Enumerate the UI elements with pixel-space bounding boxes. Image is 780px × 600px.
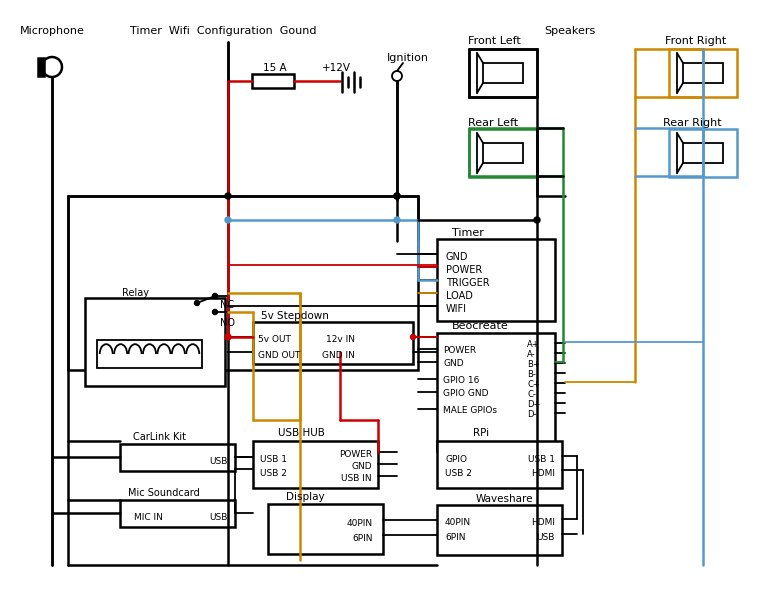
- Bar: [469, 129, 537, 177]
- Text: HDMI: HDMI: [531, 469, 555, 478]
- Text: Display: Display: [286, 492, 324, 502]
- Text: +12V: +12V: [322, 63, 351, 73]
- Bar: [253, 322, 413, 364]
- Text: A+: A+: [527, 340, 540, 349]
- Circle shape: [225, 334, 231, 340]
- Bar: [68, 196, 418, 370]
- Text: 6PIN: 6PIN: [445, 533, 466, 542]
- Text: 5v Stepdown: 5v Stepdown: [261, 311, 329, 321]
- Bar: [437, 441, 562, 488]
- Text: GND: GND: [446, 252, 469, 262]
- Text: POWER: POWER: [339, 450, 372, 459]
- Bar: [85, 298, 225, 386]
- Text: Waveshare: Waveshare: [476, 494, 534, 504]
- Text: 40PIN: 40PIN: [347, 519, 373, 528]
- Circle shape: [225, 217, 231, 223]
- Text: B+: B+: [527, 360, 540, 369]
- Text: MIC IN: MIC IN: [134, 513, 163, 522]
- Text: USB: USB: [537, 533, 555, 542]
- Text: B-: B-: [527, 370, 536, 379]
- Text: GPIO 16: GPIO 16: [443, 376, 480, 385]
- Bar: [268, 504, 383, 554]
- Text: HDMI: HDMI: [531, 518, 555, 527]
- Text: USB 2: USB 2: [260, 469, 287, 478]
- Text: 5v OUT: 5v OUT: [258, 335, 291, 344]
- Text: NO: NO: [220, 318, 235, 328]
- Bar: [253, 441, 378, 488]
- Text: GND: GND: [351, 462, 372, 471]
- Text: Ignition: Ignition: [387, 53, 429, 63]
- Text: WIFI: WIFI: [446, 304, 467, 314]
- Bar: [120, 500, 235, 527]
- Text: 12v IN: 12v IN: [326, 335, 355, 344]
- Circle shape: [394, 193, 400, 199]
- Text: USB HUB: USB HUB: [278, 428, 325, 438]
- Text: GND OUT: GND OUT: [258, 351, 300, 360]
- Text: USB: USB: [210, 513, 228, 522]
- Bar: [669, 129, 737, 177]
- Text: Front Left: Front Left: [468, 36, 521, 46]
- Text: TRIGGER: TRIGGER: [446, 278, 490, 288]
- Text: Relay: Relay: [122, 288, 149, 298]
- Bar: [683, 63, 723, 83]
- Text: Timer  Wifi  Configuration  Gound: Timer Wifi Configuration Gound: [130, 26, 317, 36]
- Text: NC: NC: [220, 300, 234, 310]
- Text: RPi: RPi: [473, 428, 489, 438]
- Bar: [252, 74, 294, 88]
- Text: Beocreate: Beocreate: [452, 321, 509, 331]
- Text: GPIO: GPIO: [445, 455, 467, 464]
- Bar: [469, 49, 537, 97]
- Bar: [483, 143, 523, 163]
- Text: C-: C-: [527, 390, 536, 399]
- Circle shape: [394, 193, 400, 199]
- Text: Rear Right: Rear Right: [663, 118, 722, 128]
- Bar: [38, 58, 44, 76]
- Circle shape: [534, 217, 540, 223]
- Text: CarLink Kit: CarLink Kit: [133, 432, 186, 442]
- Text: GPIO GND: GPIO GND: [443, 389, 488, 398]
- Text: Mic Soundcard: Mic Soundcard: [128, 488, 200, 498]
- Text: D-: D-: [527, 410, 537, 419]
- Circle shape: [394, 217, 400, 223]
- Circle shape: [212, 310, 218, 314]
- Text: 6PIN: 6PIN: [353, 534, 373, 543]
- Text: A-: A-: [527, 350, 536, 359]
- Bar: [483, 63, 523, 83]
- Circle shape: [225, 193, 231, 199]
- Text: USB 1: USB 1: [260, 455, 287, 464]
- Bar: [437, 239, 555, 321]
- Bar: [120, 444, 235, 471]
- Bar: [437, 505, 562, 555]
- Circle shape: [212, 293, 218, 298]
- Text: Front Right: Front Right: [665, 36, 726, 46]
- Text: POWER: POWER: [443, 346, 476, 355]
- Text: USB: USB: [210, 457, 228, 466]
- Text: GND IN: GND IN: [322, 351, 355, 360]
- Bar: [97, 340, 202, 368]
- Text: C+: C+: [527, 380, 540, 389]
- Bar: [437, 333, 555, 451]
- Text: Microphone: Microphone: [20, 26, 85, 36]
- Text: POWER: POWER: [446, 265, 482, 275]
- Circle shape: [410, 335, 416, 340]
- Text: GND: GND: [443, 359, 463, 368]
- Text: Speakers: Speakers: [544, 26, 596, 36]
- Text: Timer: Timer: [452, 228, 484, 238]
- Text: USB 2: USB 2: [445, 469, 472, 478]
- Text: LOAD: LOAD: [446, 291, 473, 301]
- Text: USB IN: USB IN: [342, 474, 372, 483]
- Text: D+: D+: [527, 400, 541, 409]
- Circle shape: [194, 301, 200, 305]
- Bar: [683, 143, 723, 163]
- Text: MALE GPIOs: MALE GPIOs: [443, 406, 497, 415]
- Text: Rear Left: Rear Left: [468, 118, 518, 128]
- Text: 15 A: 15 A: [263, 63, 286, 73]
- Text: 40PIN: 40PIN: [445, 518, 471, 527]
- Bar: [669, 49, 737, 97]
- Text: USB 1: USB 1: [528, 455, 555, 464]
